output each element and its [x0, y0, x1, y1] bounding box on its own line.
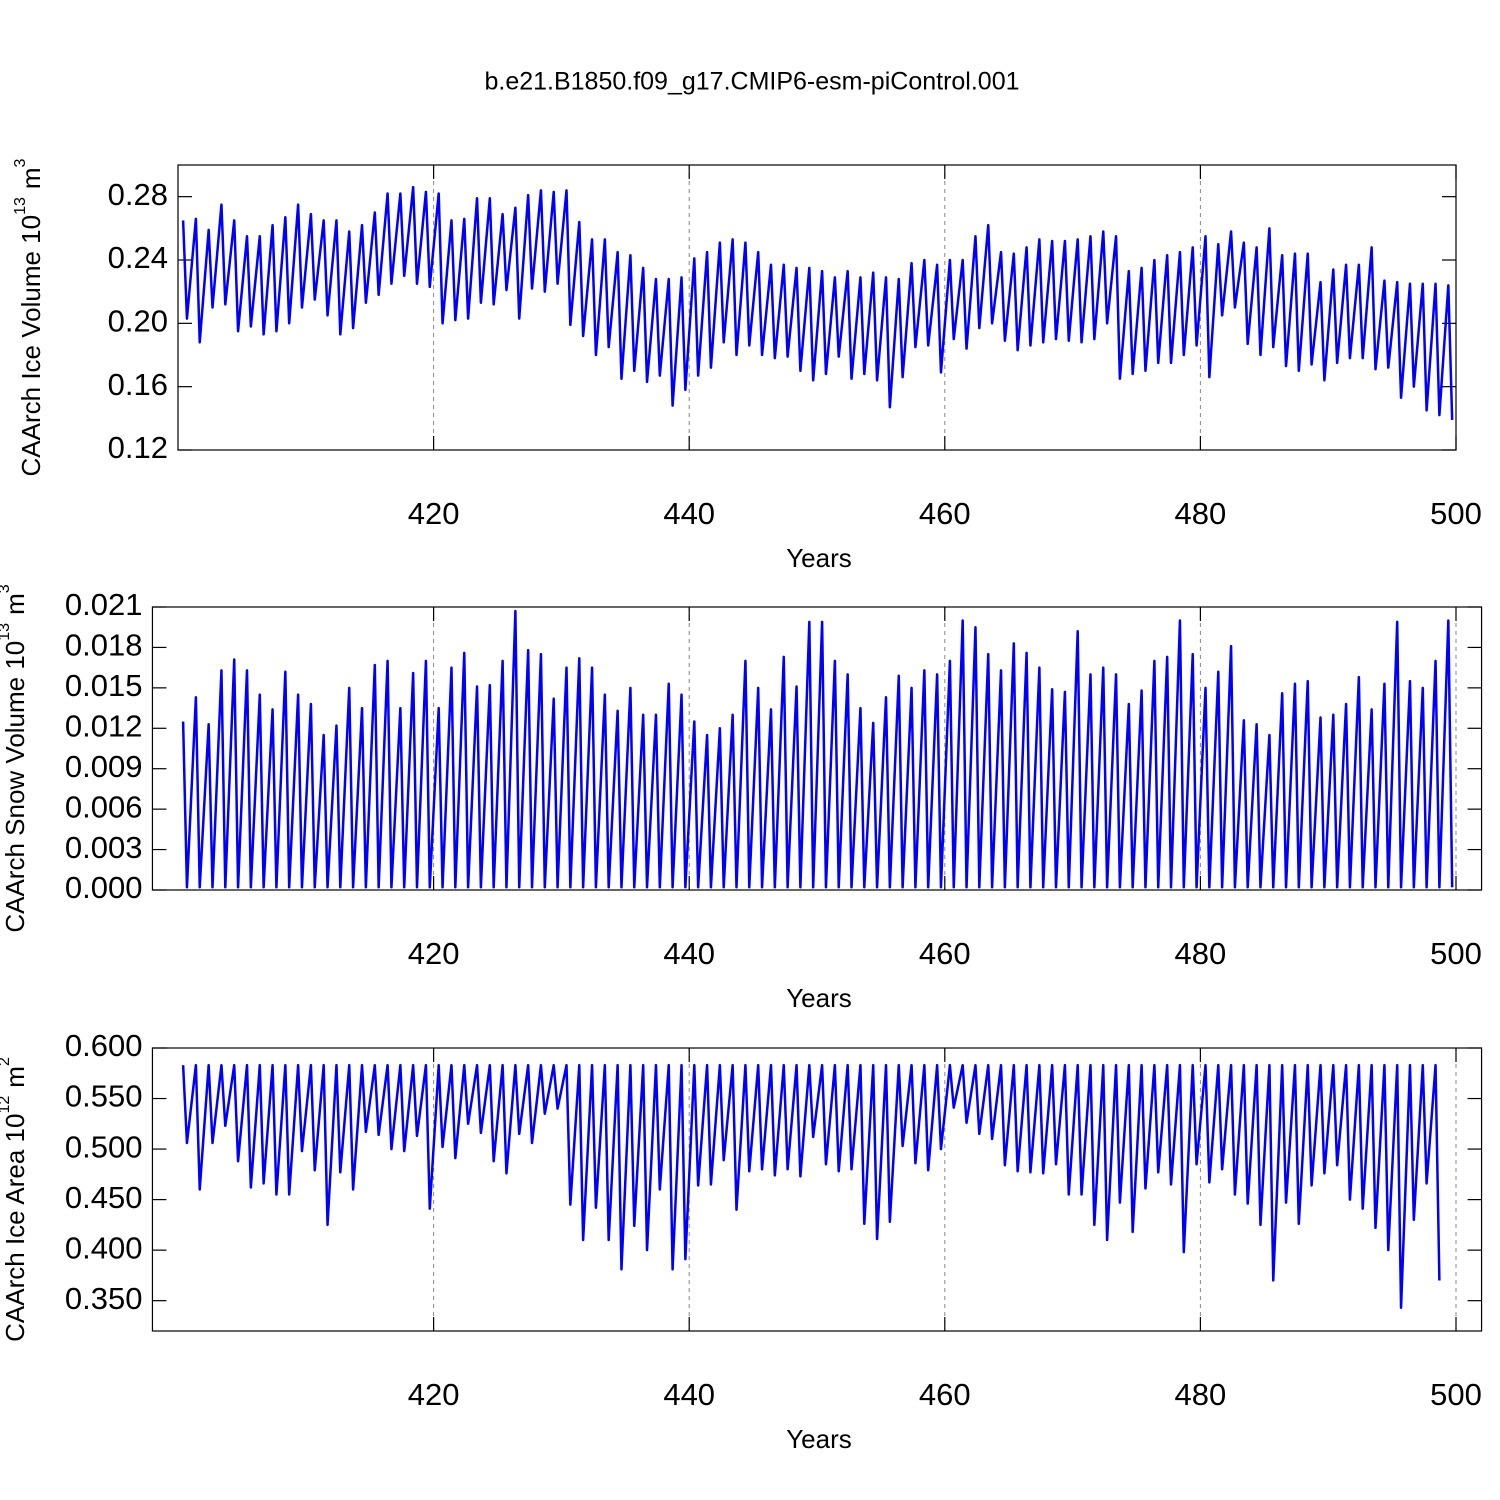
y-axis-label-text: CAArch Snow Volume 10: [0, 641, 30, 933]
y-tick-label: 0.400: [65, 1230, 143, 1265]
y-axis-label-exponent: 13: [12, 197, 29, 215]
y-tick-label: 0.550: [65, 1079, 143, 1114]
x-tick-label: 480: [1175, 936, 1227, 971]
x-tick-label: 420: [408, 496, 460, 531]
y-tick-label: 0.350: [65, 1281, 143, 1316]
y-tick-label: 0.20: [108, 304, 168, 339]
y-tick-label: 0.12: [108, 430, 168, 465]
y-tick-label: 0.015: [65, 668, 143, 703]
panel: 420 440 460 480 500 0.12 0.16 0.20 0.24 0.28 Years…: [12, 158, 1482, 572]
y-axis-label-unit-exponent: 3: [12, 158, 29, 167]
y-tick-label: 0.006: [65, 789, 143, 824]
y-axis-label-unit: m: [0, 1066, 30, 1088]
x-tick-label: 420: [408, 1377, 460, 1412]
y-tick-label: 0.021: [65, 587, 143, 622]
plot-frame: [151, 606, 1483, 891]
y-axis-label-unit: m: [0, 593, 30, 615]
y-axis-label-exponent: 12: [0, 1096, 13, 1114]
panel: 420 440 460 480 500 0.350 0.400 0.450 0.500 0.550…: [0, 1028, 1483, 1454]
data-line: [181, 185, 1454, 420]
plot-frame: [151, 1047, 1483, 1332]
y-axis-label: CAArch Ice Area 1012 m2: [0, 1057, 30, 1342]
x-tick-label: 460: [919, 496, 971, 531]
x-tick-label: 500: [1430, 1377, 1482, 1412]
y-tick-label: 0.500: [65, 1129, 143, 1164]
y-tick-label: 0.24: [108, 240, 168, 275]
panel: 420 440 460 480 500 0.000 0.003 0.006 0.009 0.012…: [0, 584, 1483, 1013]
x-tick-label: 440: [663, 496, 715, 531]
y-tick-label: 0.450: [65, 1180, 143, 1215]
x-tick-label: 480: [1175, 496, 1227, 531]
x-tick-label: 500: [1430, 936, 1482, 971]
data-line: [181, 1063, 1441, 1309]
x-tick-label: 460: [919, 1377, 971, 1412]
x-axis-label: Years: [786, 983, 852, 1013]
y-axis-label-exponent: 13: [0, 623, 13, 641]
y-tick-label: 0.16: [108, 367, 168, 402]
y-tick-label: 0.009: [65, 749, 143, 784]
x-tick-label: 440: [663, 1377, 715, 1412]
x-axis-label: Years: [786, 543, 852, 573]
y-tick-label: 0.28: [108, 177, 168, 212]
x-tick-label: 460: [919, 936, 971, 971]
figure-title: b.e21.B1850.f09_g17.CMIP6-esm-piControl.…: [484, 68, 1019, 96]
y-tick-label: 0.600: [65, 1028, 143, 1063]
data-line: [181, 609, 1454, 889]
y-axis-label: CAArch Ice Volume 1013 m3: [12, 158, 46, 476]
y-tick-label: 0.012: [65, 708, 143, 743]
plot-frame: [177, 164, 1457, 451]
x-tick-label: 440: [663, 936, 715, 971]
y-tick-label: 0.003: [65, 830, 143, 865]
y-tick-label: 0.018: [65, 628, 143, 663]
y-axis-label-unit: m: [16, 167, 46, 189]
y-axis-label-text: CAArch Ice Area 10: [0, 1114, 30, 1342]
x-tick-label: 480: [1175, 1377, 1227, 1412]
y-axis-label-unit-exponent: 2: [0, 1057, 13, 1066]
x-tick-label: 500: [1430, 496, 1482, 531]
x-tick-label: 420: [408, 936, 460, 971]
y-tick-label: 0.000: [65, 870, 143, 905]
y-axis-label-unit-exponent: 3: [0, 584, 13, 593]
y-axis-label-text: CAArch Ice Volume 10: [16, 215, 46, 477]
y-axis-label: CAArch Snow Volume 1013 m3: [0, 584, 30, 932]
x-axis-label: Years: [786, 1424, 852, 1454]
